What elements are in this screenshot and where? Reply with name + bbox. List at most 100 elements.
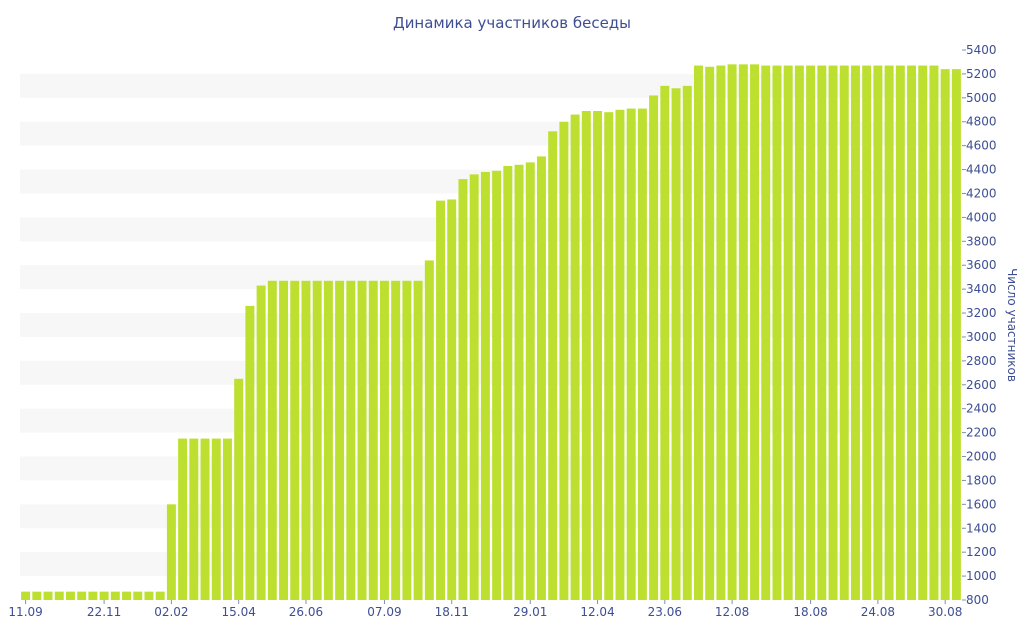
grid-band <box>20 408 962 433</box>
y-tick-label: 2800 <box>966 354 997 368</box>
bar <box>918 65 928 601</box>
grid-band <box>20 121 962 146</box>
bar <box>88 591 98 600</box>
grid-band <box>20 504 962 529</box>
bar <box>32 591 42 600</box>
bar <box>738 64 748 600</box>
bar <box>604 112 614 600</box>
bar <box>368 280 378 600</box>
bar <box>862 65 872 601</box>
grid-band <box>20 73 962 98</box>
bar <box>480 171 490 600</box>
bar <box>166 504 176 600</box>
x-tick-label: 18.11 <box>435 605 469 619</box>
y-tick-label: 1000 <box>966 569 997 583</box>
y-axis-ticks: 800 1000 1200 1400 1600 1800 2000 2200 2400 2600 2… <box>962 43 997 607</box>
bar <box>178 438 188 600</box>
bar <box>637 108 647 600</box>
bar <box>839 65 849 601</box>
grid-band <box>20 217 962 242</box>
bar <box>895 65 905 601</box>
bar <box>671 88 681 601</box>
bar <box>850 65 860 601</box>
y-tick-label: 4400 <box>966 163 997 177</box>
y-tick-label: 2600 <box>966 378 997 392</box>
bar <box>391 280 401 600</box>
grid-band <box>20 456 962 481</box>
bar <box>794 65 804 601</box>
bar <box>536 156 546 601</box>
bar <box>256 285 266 600</box>
y-tick-label: 2000 <box>966 450 997 464</box>
grid-band <box>20 265 962 290</box>
bar <box>806 65 816 601</box>
bar <box>660 85 670 600</box>
bar <box>593 110 603 600</box>
y-tick-label: 4600 <box>966 139 997 153</box>
x-tick-label: 15.04 <box>221 605 255 619</box>
bar <box>346 280 356 600</box>
y-tick-label: 1200 <box>966 545 997 559</box>
bar <box>951 69 961 600</box>
bar <box>548 131 558 600</box>
x-axis-ticks: 11.09 22.11 02.02 15.04 26.06 07.09 18.11 29.01… <box>8 600 962 619</box>
bar <box>54 591 64 600</box>
grid-band <box>20 169 962 194</box>
bar <box>245 305 255 600</box>
bar <box>65 591 75 600</box>
x-tick-label: 24.08 <box>861 605 895 619</box>
bar <box>155 591 165 600</box>
y-axis-label: Число участников <box>1005 268 1019 382</box>
bar <box>312 280 322 600</box>
x-tick-label: 12.04 <box>580 605 614 619</box>
x-tick-label: 26.06 <box>289 605 323 619</box>
y-tick-label: 2200 <box>966 426 997 440</box>
bar <box>615 109 625 601</box>
bar <box>783 65 793 601</box>
bar <box>705 66 715 600</box>
x-tick-label: 23.06 <box>648 605 682 619</box>
y-tick-label: 4200 <box>966 186 997 200</box>
bar <box>626 108 636 600</box>
x-tick-label: 02.02 <box>154 605 188 619</box>
bar <box>200 438 210 600</box>
chart-title: Динамика участников беседы <box>393 14 631 32</box>
bar <box>929 65 939 601</box>
y-tick-label: 800 <box>966 593 989 607</box>
bar <box>110 591 120 600</box>
x-tick-label: 11.09 <box>8 605 42 619</box>
bar <box>357 280 367 600</box>
bar <box>301 280 311 600</box>
bar <box>884 65 894 601</box>
grid-band <box>20 313 962 337</box>
y-tick-label: 1800 <box>966 473 997 487</box>
bar <box>43 591 53 600</box>
bar <box>525 162 535 601</box>
bar <box>503 165 513 600</box>
y-tick-label: 5400 <box>966 43 997 57</box>
bar <box>424 260 434 600</box>
grid-bands <box>20 73 962 577</box>
y-tick-label: 3200 <box>966 306 997 320</box>
x-tick-label: 22.11 <box>87 605 121 619</box>
y-tick-label: 2400 <box>966 402 997 416</box>
bar <box>211 438 221 600</box>
bar <box>234 378 244 600</box>
x-tick-label: 29.01 <box>513 605 547 619</box>
bar <box>693 65 703 601</box>
bar <box>772 65 782 601</box>
y-tick-label: 1400 <box>966 521 997 535</box>
y-tick-label: 5000 <box>966 91 997 105</box>
bar <box>222 438 232 600</box>
y-tick-label: 4000 <box>966 210 997 224</box>
bar <box>716 65 726 601</box>
bar <box>77 591 87 600</box>
bar <box>413 280 423 600</box>
bar <box>873 65 883 601</box>
bar <box>559 121 569 600</box>
bar <box>907 65 917 601</box>
bar <box>144 591 154 600</box>
bar <box>267 280 277 600</box>
bar <box>761 65 771 601</box>
